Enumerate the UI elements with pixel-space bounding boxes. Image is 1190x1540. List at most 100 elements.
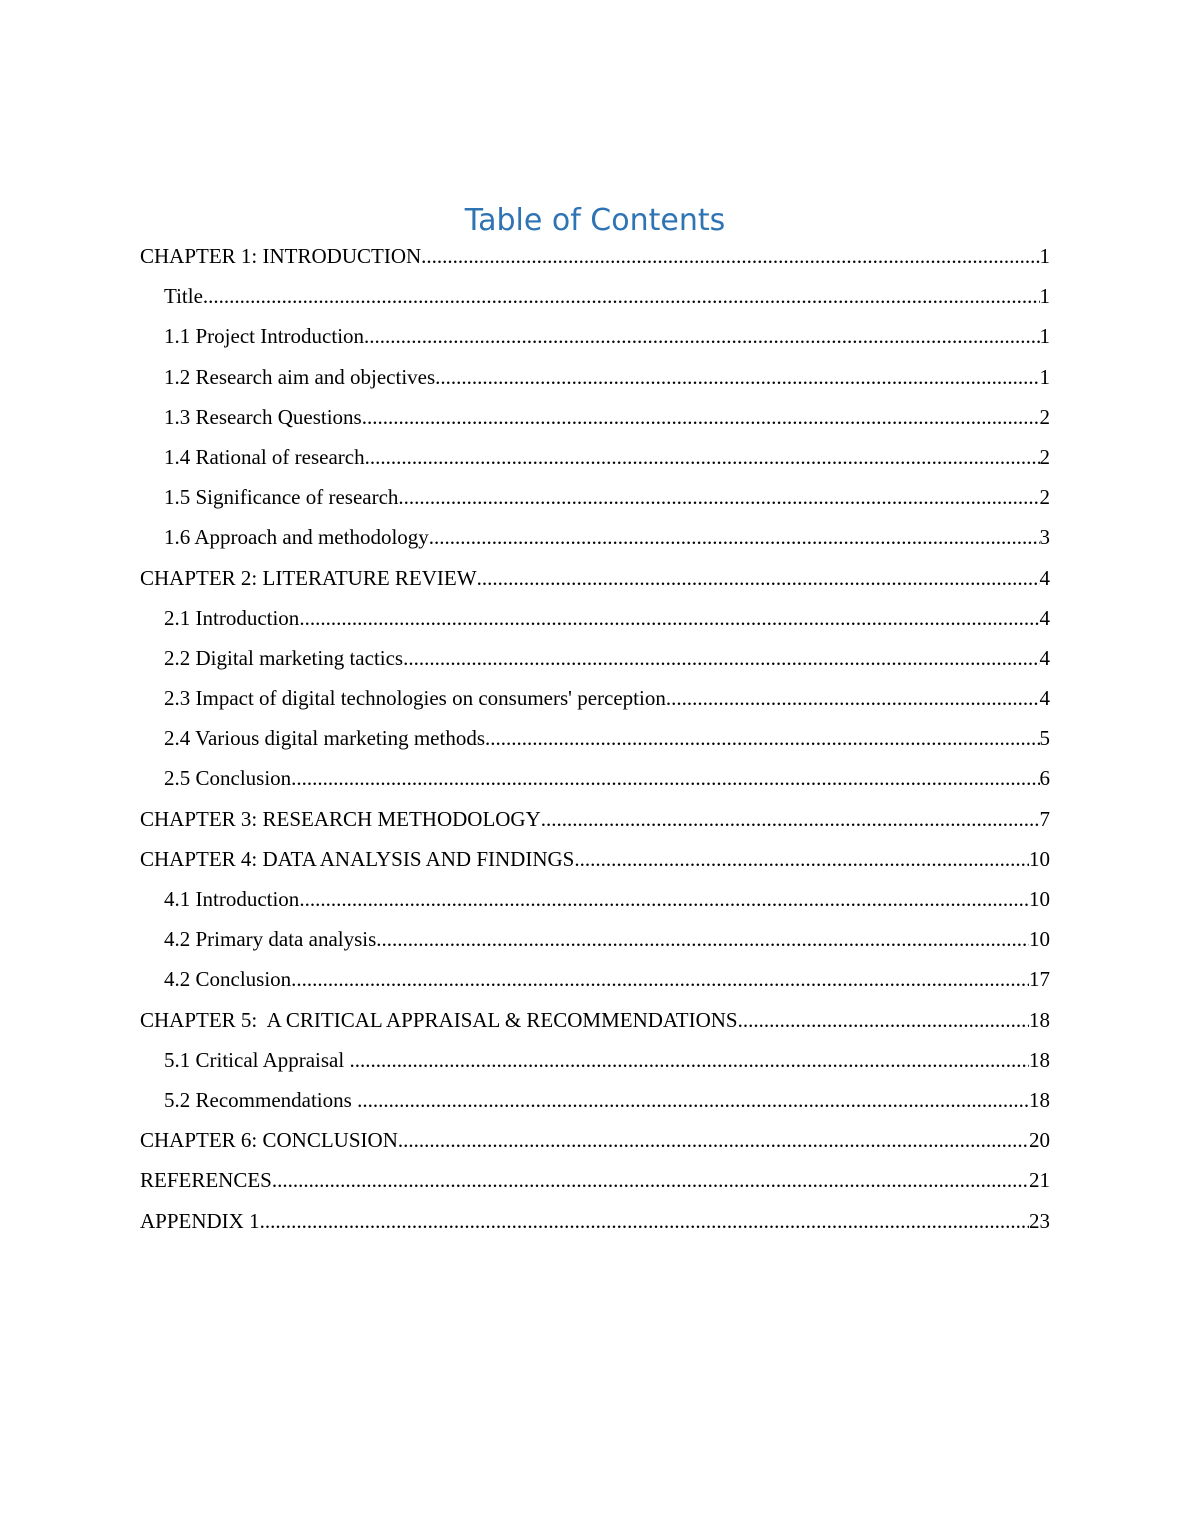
dot-leader bbox=[299, 598, 1039, 638]
toc-entry[interactable]: CHAPTER 2: LITERATURE REVIEW 4 bbox=[140, 558, 1050, 598]
toc-entry[interactable]: 1.1 Project Introduction 1 bbox=[140, 316, 1050, 356]
dot-leader bbox=[362, 397, 1040, 437]
toc-entry-page-number[interactable]: 4 bbox=[1039, 605, 1051, 630]
dot-leader bbox=[291, 959, 1029, 999]
toc-entry[interactable]: 4.2 Primary data analysis 10 bbox=[140, 919, 1050, 959]
toc-entry[interactable]: 5.2 Recommendations 18 bbox=[140, 1080, 1050, 1120]
toc-entry-page-number[interactable]: 7 bbox=[1039, 806, 1051, 831]
toc-entry-label[interactable]: REFERENCES bbox=[140, 1168, 272, 1193]
toc-entry-page-number[interactable]: 5 bbox=[1039, 726, 1051, 751]
dot-leader bbox=[398, 477, 1039, 517]
toc-entry-page-number[interactable]: 2 bbox=[1039, 404, 1051, 429]
dot-leader bbox=[666, 678, 1040, 718]
dot-leader bbox=[365, 437, 1040, 477]
toc-entry-page-number[interactable]: 4 bbox=[1039, 686, 1051, 711]
toc-entry-page-number[interactable]: 23 bbox=[1029, 1208, 1050, 1233]
toc-entry-label[interactable]: 2.3 Impact of digital technologies on co… bbox=[164, 686, 666, 711]
toc-entry[interactable]: 4.1 Introduction 10 bbox=[140, 879, 1050, 919]
toc-entry-label[interactable]: CHAPTER 4: DATA ANALYSIS AND FINDINGS bbox=[140, 846, 575, 871]
dot-leader bbox=[398, 1120, 1029, 1160]
toc-entry-label[interactable]: APPENDIX 1 bbox=[140, 1208, 260, 1233]
dot-leader bbox=[376, 919, 1029, 959]
toc-entry-label[interactable]: 4.1 Introduction bbox=[164, 887, 300, 911]
toc-entry[interactable]: 1.5 Significance of research 2 bbox=[140, 477, 1050, 517]
dot-leader bbox=[272, 1160, 1029, 1200]
toc-entry-page-number[interactable]: 4 bbox=[1039, 565, 1051, 590]
toc-entry-page-number[interactable]: 18 bbox=[1029, 1007, 1050, 1032]
toc-entry-label[interactable]: 1.4 Rational of research bbox=[164, 444, 365, 469]
toc-entry[interactable]: 2.4 Various digital marketing methods 5 bbox=[140, 718, 1050, 758]
toc-entry[interactable]: CHAPTER 3: RESEARCH METHODOLOGY 7 bbox=[140, 799, 1050, 839]
toc-entry-label[interactable]: CHAPTER 3: RESEARCH METHODOLOGY bbox=[140, 806, 541, 831]
dot-leader bbox=[435, 357, 1039, 397]
dot-leader bbox=[421, 236, 1039, 276]
toc-entry[interactable]: 2.5 Conclusion 6 bbox=[140, 758, 1050, 798]
dot-leader bbox=[260, 1201, 1029, 1241]
toc-entry-page-number[interactable]: 21 bbox=[1029, 1168, 1050, 1193]
toc-entry-label[interactable]: 5.1 Critical Appraisal bbox=[164, 1047, 350, 1072]
toc-entry[interactable]: 4.2 Conclusion 17 bbox=[140, 959, 1050, 999]
dot-leader bbox=[574, 839, 1029, 879]
toc-entry-label[interactable]: CHAPTER 2: LITERATURE REVIEW bbox=[140, 565, 477, 590]
toc-entry-page-number[interactable]: 2 bbox=[1039, 444, 1051, 469]
toc-entry[interactable]: 2.1 Introduction 4 bbox=[140, 598, 1050, 638]
dot-leader bbox=[477, 558, 1040, 598]
dot-leader bbox=[349, 1040, 1029, 1080]
toc-entry-page-number[interactable]: 1 bbox=[1039, 284, 1051, 309]
toc-entry-page-number[interactable]: 17 bbox=[1029, 967, 1050, 992]
toc-entry-label[interactable]: 1.1 Project Introduction bbox=[164, 324, 365, 349]
dot-leader bbox=[541, 799, 1040, 839]
toc-entry[interactable]: APPENDIX 1 23 bbox=[140, 1201, 1050, 1241]
toc-entry-page-number[interactable]: 6 bbox=[1039, 766, 1051, 791]
toc-entry-label[interactable]: CHAPTER 1: INTRODUCTION bbox=[140, 244, 422, 268]
toc-entry-page-number[interactable]: 10 bbox=[1029, 887, 1050, 911]
toc-entry[interactable]: Title 1 bbox=[140, 276, 1050, 316]
dot-leader bbox=[429, 517, 1040, 557]
toc-entry[interactable]: 1.3 Research Questions 2 bbox=[140, 397, 1050, 437]
dot-leader bbox=[299, 879, 1029, 919]
toc-entry-label[interactable]: 4.2 Conclusion bbox=[164, 967, 292, 992]
toc-entry-label[interactable]: 2.1 Introduction bbox=[164, 605, 300, 630]
toc-entry-page-number[interactable]: 1 bbox=[1039, 244, 1051, 268]
dot-leader bbox=[357, 1080, 1029, 1120]
toc-entry-label[interactable]: Title bbox=[164, 284, 203, 309]
toc-entry[interactable]: 1.2 Research aim and objectives 1 bbox=[140, 357, 1050, 397]
toc-entry[interactable]: 2.3 Impact of digital technologies on co… bbox=[140, 678, 1050, 718]
toc-entry[interactable]: 2.2 Digital marketing tactics 4 bbox=[140, 638, 1050, 678]
toc-entry-page-number[interactable]: 3 bbox=[1039, 525, 1051, 550]
toc-entry-page-number[interactable]: 10 bbox=[1029, 927, 1050, 952]
toc-entry[interactable]: CHAPTER 1: INTRODUCTION 1 bbox=[140, 236, 1050, 276]
toc-entry-label[interactable]: 2.2 Digital marketing tactics bbox=[164, 645, 404, 670]
toc-entry-label[interactable]: CHAPTER 6: CONCLUSION bbox=[140, 1128, 398, 1153]
toc-entry[interactable]: CHAPTER 4: DATA ANALYSIS AND FINDINGS 10 bbox=[140, 839, 1050, 879]
dot-leader bbox=[203, 276, 1040, 316]
toc-entry[interactable]: 5.1 Critical Appraisal 18 bbox=[140, 1040, 1050, 1080]
toc-entry[interactable]: REFERENCES 21 bbox=[140, 1160, 1050, 1200]
toc-entry-page-number[interactable]: 1 bbox=[1039, 364, 1051, 389]
toc-entry-label[interactable]: 1.2 Research aim and objectives bbox=[164, 364, 436, 389]
toc-entry[interactable]: CHAPTER 5: A CRITICAL APPRAISAL & RECOMM… bbox=[140, 1000, 1050, 1040]
toc-entry-label[interactable]: 1.6 Approach and methodology bbox=[164, 525, 429, 550]
toc-entry-label[interactable]: 5.2 Recommendations bbox=[164, 1087, 358, 1112]
dot-leader bbox=[485, 718, 1040, 758]
toc-entry[interactable]: 1.4 Rational of research 2 bbox=[140, 437, 1050, 477]
toc-entry[interactable]: 1.6 Approach and methodology 3 bbox=[140, 517, 1050, 557]
toc-entry-page-number[interactable]: 10 bbox=[1029, 846, 1050, 871]
table-of-contents: CHAPTER 1: INTRODUCTION1Title11.1 Projec… bbox=[140, 236, 1050, 1241]
toc-entry-page-number[interactable]: 4 bbox=[1039, 645, 1051, 670]
toc-entry-label[interactable]: 1.3 Research Questions bbox=[164, 404, 362, 429]
dot-leader bbox=[364, 316, 1039, 356]
toc-entry-page-number[interactable]: 20 bbox=[1029, 1128, 1050, 1153]
toc-entry[interactable]: CHAPTER 6: CONCLUSION 20 bbox=[140, 1120, 1050, 1160]
toc-entry-label[interactable]: 1.5 Significance of research bbox=[164, 485, 399, 510]
toc-entry-page-number[interactable]: 18 bbox=[1029, 1047, 1050, 1072]
toc-entry-label[interactable]: 2.5 Conclusion bbox=[164, 766, 292, 791]
dot-leader bbox=[403, 638, 1039, 678]
toc-entry-page-number[interactable]: 2 bbox=[1039, 485, 1051, 510]
toc-entry-label[interactable]: 4.2 Primary data analysis bbox=[164, 927, 377, 952]
toc-entry-label[interactable]: CHAPTER 5: A CRITICAL APPRAISAL & RECOMM… bbox=[140, 1007, 738, 1032]
toc-title: Table of Contents bbox=[464, 203, 726, 238]
toc-entry-label[interactable]: 2.4 Various digital marketing methods bbox=[164, 726, 485, 751]
toc-entry-page-number[interactable]: 18 bbox=[1029, 1087, 1050, 1112]
toc-entry-page-number[interactable]: 1 bbox=[1039, 324, 1051, 349]
